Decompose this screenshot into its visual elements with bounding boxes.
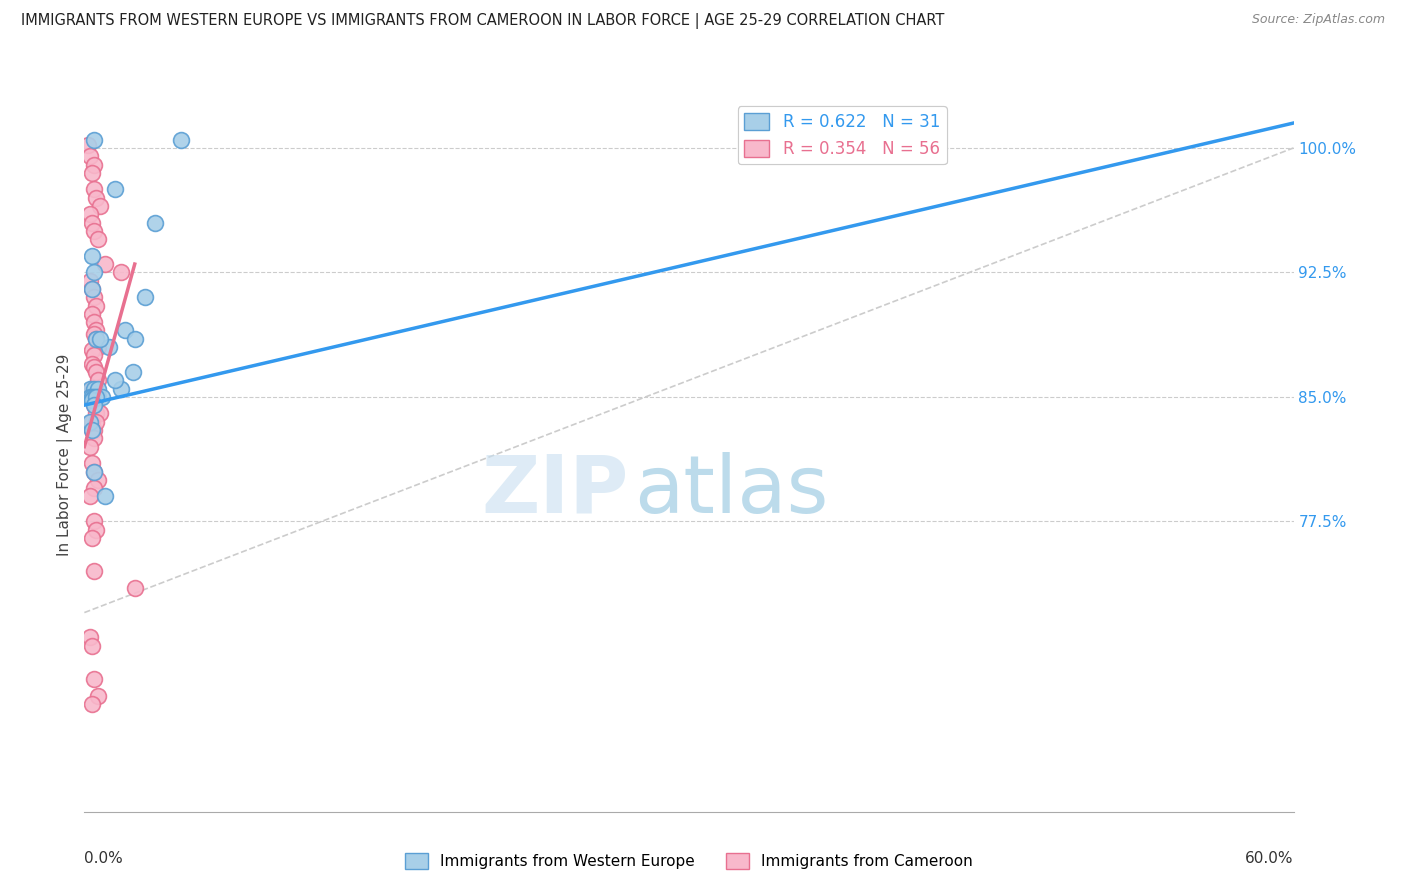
Point — [87, 373, 110, 387]
Point — [86, 323, 108, 337]
Point — [86, 365, 108, 379]
Point — [82, 456, 104, 470]
Point — [83, 182, 105, 196]
Point — [124, 581, 146, 595]
Point — [82, 531, 104, 545]
Text: 0.0%: 0.0% — [84, 851, 124, 866]
Point — [79, 440, 101, 454]
Point — [86, 390, 108, 404]
Point — [82, 423, 104, 437]
Point — [82, 343, 104, 358]
Point — [83, 398, 105, 412]
Point — [83, 564, 105, 578]
Text: Source: ZipAtlas.com: Source: ZipAtlas.com — [1251, 13, 1385, 27]
Text: ZIP: ZIP — [481, 451, 628, 530]
Point — [86, 299, 108, 313]
Point — [86, 523, 108, 537]
Point — [82, 639, 104, 653]
Point — [79, 207, 101, 221]
Point — [87, 473, 110, 487]
Text: 60.0%: 60.0% — [1246, 851, 1294, 866]
Point — [87, 689, 110, 703]
Point — [91, 390, 114, 404]
Point — [79, 382, 101, 396]
Point — [83, 465, 105, 479]
Point — [87, 382, 110, 396]
Point — [93, 490, 115, 504]
Point — [110, 382, 132, 396]
Point — [83, 481, 105, 495]
Point — [83, 359, 105, 374]
Point — [89, 406, 111, 420]
Point — [83, 290, 105, 304]
Point — [83, 382, 105, 396]
Point — [89, 199, 111, 213]
Legend: R = 0.622   N = 31, R = 0.354   N = 56: R = 0.622 N = 31, R = 0.354 N = 56 — [738, 106, 946, 164]
Point — [89, 332, 111, 346]
Point — [83, 386, 105, 401]
Point — [114, 323, 136, 337]
Point — [79, 274, 101, 288]
Point — [82, 307, 104, 321]
Point — [83, 157, 105, 171]
Point — [83, 133, 105, 147]
Point — [86, 415, 108, 429]
Point — [82, 697, 104, 711]
Point — [77, 137, 100, 152]
Text: IMMIGRANTS FROM WESTERN EUROPE VS IMMIGRANTS FROM CAMEROON IN LABOR FORCE | AGE : IMMIGRANTS FROM WESTERN EUROPE VS IMMIGR… — [21, 13, 945, 29]
Point — [86, 332, 108, 346]
Point — [87, 390, 110, 404]
Point — [82, 282, 104, 296]
Point — [79, 149, 101, 163]
Point — [170, 133, 193, 147]
Point — [83, 315, 105, 329]
Point — [83, 465, 105, 479]
Y-axis label: In Labor Force | Age 25-29: In Labor Force | Age 25-29 — [58, 354, 73, 556]
Point — [93, 257, 115, 271]
Legend: Immigrants from Western Europe, Immigrants from Cameroon: Immigrants from Western Europe, Immigran… — [399, 847, 979, 875]
Point — [83, 672, 105, 686]
Point — [134, 290, 156, 304]
Point — [124, 332, 146, 346]
Point — [104, 373, 127, 387]
Point — [86, 406, 108, 420]
Point — [143, 216, 166, 230]
Point — [83, 398, 105, 412]
Point — [79, 631, 101, 645]
Point — [121, 365, 143, 379]
Point — [82, 423, 104, 437]
Point — [87, 340, 110, 354]
Point — [83, 224, 105, 238]
Point — [82, 249, 104, 263]
Point — [83, 265, 105, 279]
Point — [82, 393, 104, 408]
Point — [79, 390, 101, 404]
Point — [83, 514, 105, 528]
Point — [83, 326, 105, 341]
Point — [79, 415, 101, 429]
Point — [86, 191, 108, 205]
Point — [87, 232, 110, 246]
Point — [82, 390, 104, 404]
Point — [83, 348, 105, 362]
Point — [86, 332, 108, 346]
Point — [83, 423, 105, 437]
Point — [83, 390, 105, 404]
Point — [97, 340, 120, 354]
Point — [82, 216, 104, 230]
Point — [82, 415, 104, 429]
Point — [82, 357, 104, 371]
Point — [82, 166, 104, 180]
Point — [82, 382, 104, 396]
Point — [104, 182, 127, 196]
Point — [83, 431, 105, 445]
Point — [79, 490, 101, 504]
Point — [86, 390, 108, 404]
Point — [82, 282, 104, 296]
Text: atlas: atlas — [634, 451, 830, 530]
Point — [110, 265, 132, 279]
